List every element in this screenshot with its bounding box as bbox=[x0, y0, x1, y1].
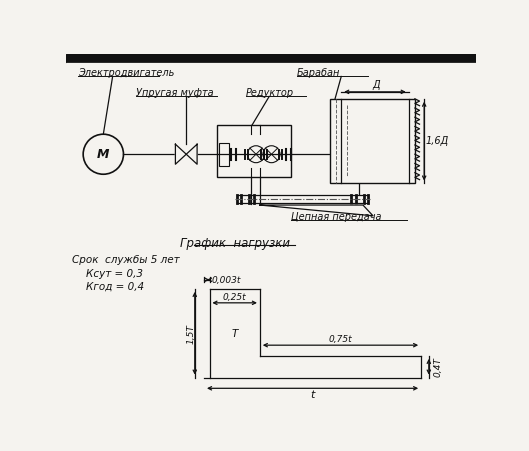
Text: Т: Т bbox=[231, 329, 238, 339]
Polygon shape bbox=[176, 144, 186, 164]
Text: Д: Д bbox=[372, 80, 380, 90]
Text: 0,75t: 0,75t bbox=[329, 336, 352, 345]
Bar bbox=[217, 125, 291, 177]
Text: Ксут = 0,3: Ксут = 0,3 bbox=[86, 269, 142, 279]
Text: Барабан: Барабан bbox=[297, 68, 341, 78]
Text: Редуктор: Редуктор bbox=[246, 88, 294, 98]
Text: 0,003t: 0,003t bbox=[211, 276, 240, 285]
Bar bbox=[66, 54, 476, 63]
Text: Срок  службы 5 лет: Срок службы 5 лет bbox=[72, 255, 180, 265]
Text: Упругая муфта: Упругая муфта bbox=[136, 88, 214, 98]
Text: График  нагрузки: График нагрузки bbox=[180, 237, 290, 249]
Polygon shape bbox=[260, 205, 373, 216]
Text: Кгод = 0,4: Кгод = 0,4 bbox=[86, 281, 144, 291]
Text: 1,5Т: 1,5Т bbox=[186, 324, 195, 344]
Bar bbox=[330, 99, 415, 184]
Text: 0,25t: 0,25t bbox=[223, 293, 246, 302]
Text: 1,6Д: 1,6Д bbox=[426, 136, 449, 146]
Polygon shape bbox=[186, 144, 197, 164]
Text: 0,4Т: 0,4Т bbox=[433, 357, 442, 377]
Text: Цепная передача: Цепная передача bbox=[291, 212, 381, 222]
Text: t: t bbox=[311, 390, 315, 400]
Bar bbox=[219, 143, 229, 166]
Text: М: М bbox=[97, 148, 110, 161]
Text: Электродвигатель: Электродвигатель bbox=[78, 68, 174, 78]
